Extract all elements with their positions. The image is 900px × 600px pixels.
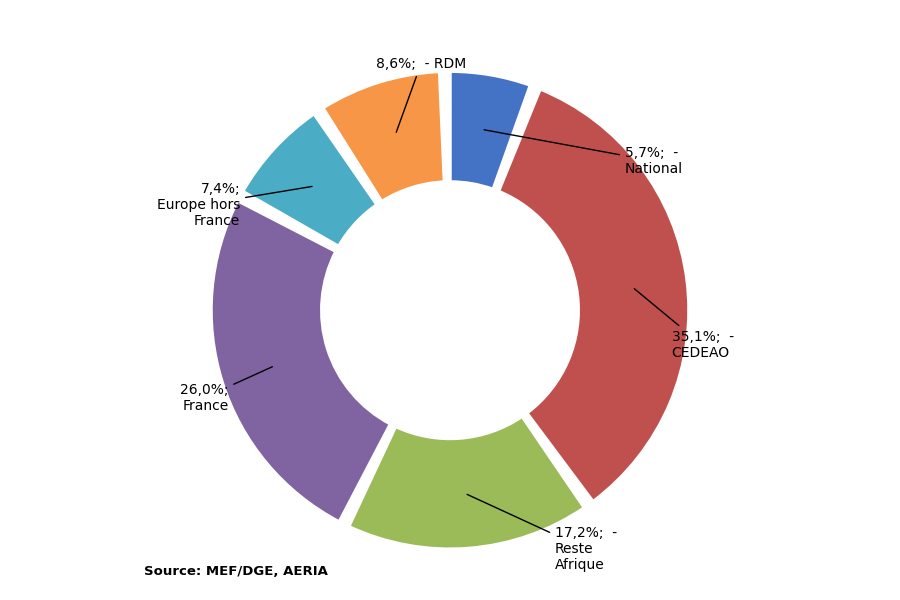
Text: Source: MEF/DGE, AERIA: Source: MEF/DGE, AERIA [144,565,328,578]
Text: 7,4%;
Europe hors
France: 7,4%; Europe hors France [157,182,312,229]
Text: 5,7%;  -
National: 5,7%; - National [484,130,683,176]
Wedge shape [323,71,445,202]
Wedge shape [499,89,689,502]
Text: 8,6%;  - RDM: 8,6%; - RDM [375,57,466,133]
Text: 35,1%;  -
CEDEAO: 35,1%; - CEDEAO [634,289,734,360]
Wedge shape [450,71,530,190]
Wedge shape [243,113,377,247]
Text: 26,0%;
France: 26,0%; France [180,367,273,413]
Wedge shape [211,200,391,522]
Wedge shape [348,416,584,549]
Text: 17,2%;  -
Reste
Afrique: 17,2%; - Reste Afrique [467,494,617,572]
